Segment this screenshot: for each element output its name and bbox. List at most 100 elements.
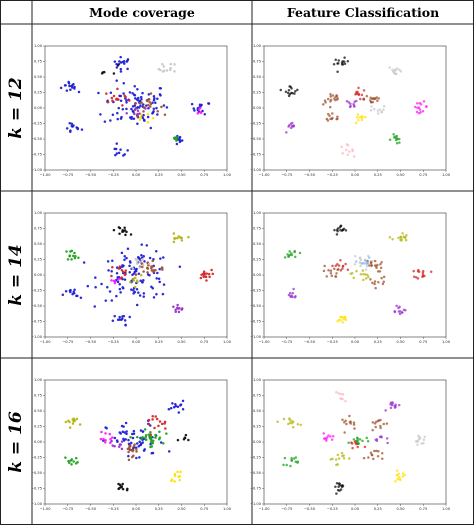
- scatter-point: [129, 448, 132, 452]
- scatter-point: [146, 273, 150, 276]
- scatter-point: [334, 98, 337, 102]
- scatter-point: [393, 310, 396, 313]
- scatter-point: [127, 454, 130, 458]
- scatter-point: [103, 70, 106, 74]
- scatter-point: [204, 275, 208, 279]
- x-tick-label: −1.00: [39, 507, 51, 511]
- scatter-point: [337, 59, 340, 62]
- scatter-point: [334, 58, 337, 61]
- x-tick-label: −0.50: [85, 507, 97, 511]
- scatter-point: [321, 103, 325, 106]
- scatter-point: [152, 99, 156, 102]
- scatter-point: [59, 86, 63, 90]
- scatter-point: [382, 275, 386, 279]
- scatter-point: [70, 258, 73, 261]
- x-tick-label: 0.00: [351, 173, 360, 177]
- y-tick-label: 1.00: [34, 211, 43, 215]
- scatter-point: [202, 275, 205, 278]
- scatter-point: [376, 454, 380, 458]
- scatter-point: [336, 453, 340, 457]
- scatter-point: [375, 438, 379, 441]
- scatter-point: [329, 98, 333, 102]
- scatter-point: [173, 237, 176, 240]
- scatter-point: [144, 435, 147, 439]
- scatter-point: [154, 433, 157, 437]
- scatter-point: [129, 280, 132, 284]
- scatter-point: [299, 423, 303, 427]
- scatter-point: [127, 438, 130, 442]
- scatter-point: [138, 112, 141, 115]
- scatter-point: [343, 431, 346, 434]
- scatter-point: [137, 444, 141, 448]
- scatter-point: [97, 91, 100, 95]
- scatter-point: [353, 254, 357, 258]
- x-tick-label: 1.00: [223, 340, 232, 344]
- scatter-point: [154, 415, 157, 418]
- scatter-point: [104, 426, 107, 429]
- scatter-point: [283, 456, 287, 460]
- scatter-point: [125, 256, 128, 260]
- scatter-point: [359, 272, 363, 276]
- y-tick-label: 0.00: [253, 106, 262, 110]
- scatter-points: [64, 399, 190, 492]
- scatter-point: [71, 292, 74, 296]
- scatter-point: [113, 281, 117, 285]
- scatter-point: [141, 281, 144, 284]
- scatter-point: [158, 430, 161, 434]
- scatter-point: [291, 420, 295, 424]
- scatter-point: [288, 124, 291, 127]
- scatter-point: [135, 448, 138, 451]
- y-tick-label: 0.50: [253, 409, 262, 413]
- scatter-point: [132, 429, 136, 433]
- scatter-point: [139, 116, 142, 119]
- scatter-point: [375, 449, 378, 453]
- y-tick-label: −1.00: [31, 168, 43, 172]
- scatter-point: [106, 100, 110, 104]
- scatter-point: [165, 106, 169, 109]
- scatter-point: [403, 236, 407, 240]
- scatter-point: [349, 272, 352, 276]
- scatter-point: [341, 418, 344, 422]
- scatter-point: [388, 66, 391, 69]
- scatter-point: [73, 288, 76, 291]
- x-tick-label: 0.75: [200, 340, 208, 344]
- y-tick-label: −0.25: [31, 122, 42, 126]
- scatter-point: [336, 229, 339, 233]
- scatter-point: [362, 273, 365, 276]
- scatter-panel: −1.00−1.00 −0.75 −0.75 −0.50 −0.50 −0.25 −0.25…: [31, 378, 232, 511]
- scatter-point: [118, 445, 121, 448]
- scatter-point: [207, 102, 210, 105]
- scatter-point: [139, 279, 142, 282]
- scatter-point: [290, 456, 293, 460]
- scatter-point: [112, 228, 116, 232]
- scatter-point: [125, 101, 128, 104]
- scatter-point: [158, 86, 162, 90]
- x-tick-label: 1.00: [442, 173, 451, 177]
- scatter-point: [71, 422, 75, 425]
- scatter-point: [149, 440, 153, 444]
- scatter-point: [125, 107, 128, 111]
- scatter-point: [113, 60, 117, 63]
- scatter-point: [331, 434, 335, 438]
- scatter-point: [340, 229, 344, 232]
- scatter-point: [382, 422, 385, 426]
- scatter-point: [366, 259, 369, 263]
- scatter-point: [335, 233, 339, 236]
- scatter-point: [104, 299, 107, 302]
- scatter-point: [104, 441, 107, 444]
- x-tick-label: 0.50: [396, 507, 405, 511]
- scatter-point: [158, 267, 161, 271]
- scatter-point: [110, 269, 113, 273]
- scatter-point: [169, 68, 172, 72]
- scatter-point: [376, 109, 380, 112]
- scatter-point: [292, 287, 295, 291]
- scatter-point: [120, 486, 123, 489]
- scatter-point: [117, 98, 120, 101]
- scatter-point: [160, 105, 163, 109]
- scatter-point: [157, 67, 161, 71]
- scatter-point: [290, 253, 294, 257]
- scatter-point: [394, 72, 398, 76]
- scatter-point: [288, 291, 292, 295]
- scatter-point: [376, 270, 380, 273]
